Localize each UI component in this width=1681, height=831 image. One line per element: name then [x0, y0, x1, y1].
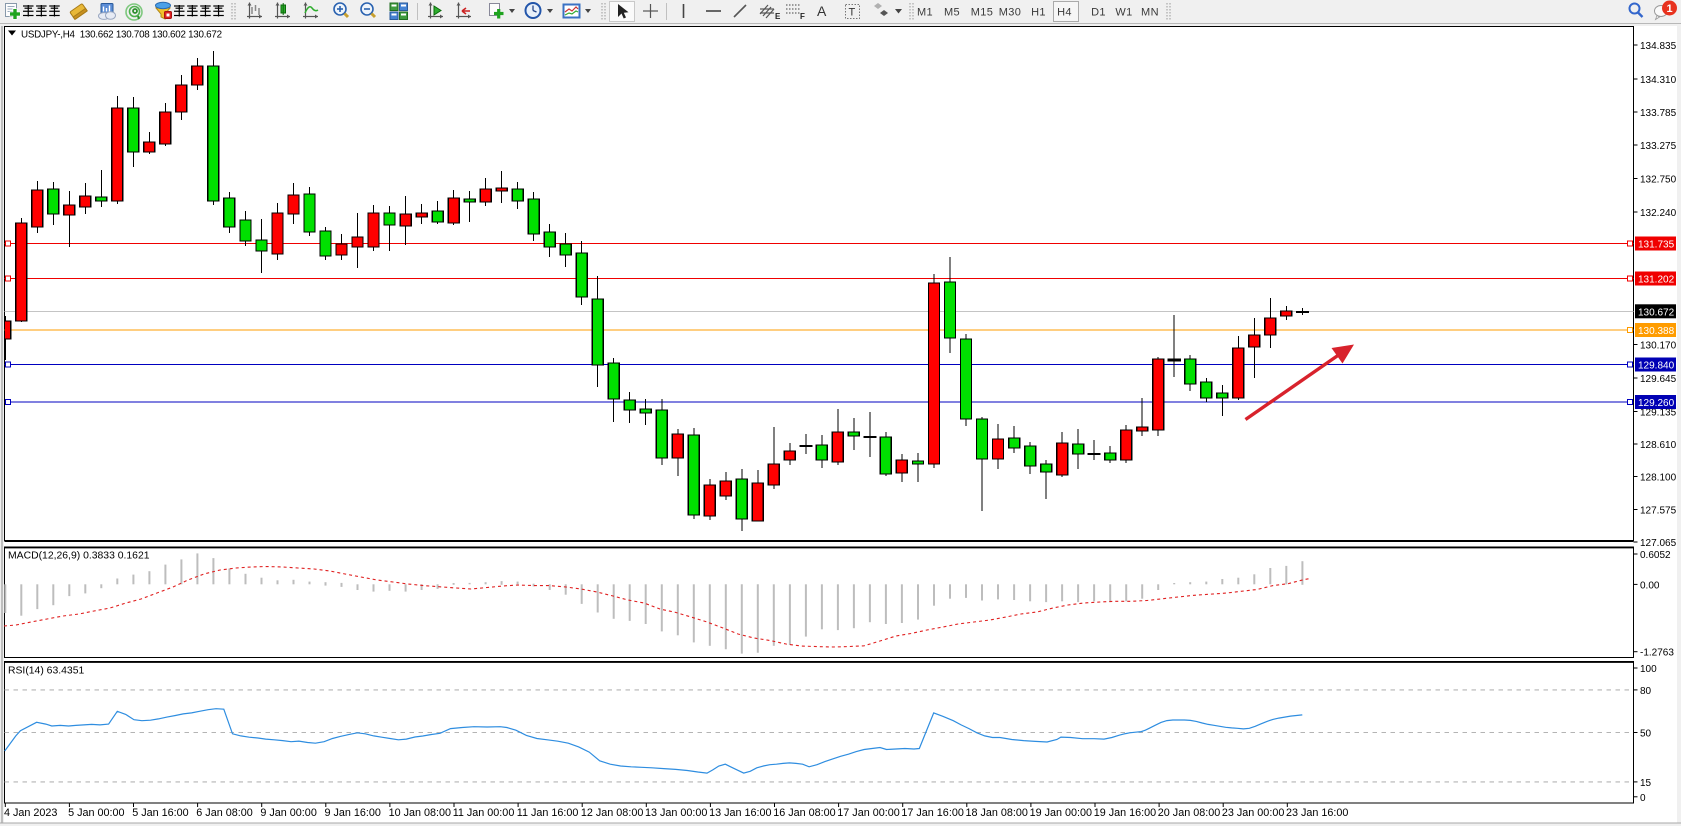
svg-text:10 Jan 08:00: 10 Jan 08:00	[389, 807, 451, 819]
svg-text:MN: MN	[1141, 7, 1159, 19]
svg-text:128.100: 128.100	[1640, 473, 1677, 484]
svg-text:1: 1	[1666, 3, 1672, 15]
svg-text:M30: M30	[999, 7, 1022, 19]
svg-text:134.310: 134.310	[1640, 75, 1677, 86]
svg-text:9 Jan 00:00: 9 Jan 00:00	[260, 807, 316, 819]
svg-text:13 Jan 16:00: 13 Jan 16:00	[709, 807, 771, 819]
svg-text:131.202: 131.202	[1638, 275, 1675, 286]
svg-text:19 Jan 16:00: 19 Jan 16:00	[1094, 807, 1156, 819]
svg-text:133.275: 133.275	[1640, 141, 1677, 152]
svg-text:W1: W1	[1115, 7, 1132, 19]
svg-text:133.785: 133.785	[1640, 108, 1677, 119]
svg-text:USDJPY-,H4 130.662 130.708 13: USDJPY-,H4 130.662 130.708 130.602 130.6…	[21, 30, 222, 41]
svg-text:19 Jan 00:00: 19 Jan 00:00	[1030, 807, 1092, 819]
svg-text:M5: M5	[944, 7, 960, 19]
svg-text:100: 100	[1640, 664, 1657, 675]
svg-text:11 Jan 16:00: 11 Jan 16:00	[517, 807, 579, 819]
svg-text:0.00: 0.00	[1640, 580, 1660, 591]
svg-text:0: 0	[1640, 793, 1646, 804]
svg-text:H4: H4	[1057, 7, 1072, 19]
svg-text:0.6052: 0.6052	[1640, 550, 1671, 561]
svg-text:130.388: 130.388	[1638, 326, 1675, 337]
svg-text:129.840: 129.840	[1638, 361, 1675, 372]
svg-text:23 Jan 16:00: 23 Jan 16:00	[1286, 807, 1348, 819]
svg-text:131.735: 131.735	[1638, 240, 1675, 251]
svg-text:132.240: 132.240	[1640, 208, 1677, 219]
svg-text:12 Jan 08:00: 12 Jan 08:00	[581, 807, 643, 819]
svg-text:129.260: 129.260	[1638, 398, 1675, 409]
svg-text:15: 15	[1640, 778, 1652, 789]
svg-text:132.750: 132.750	[1640, 175, 1677, 186]
svg-text:130.672: 130.672	[1638, 307, 1675, 318]
svg-text:13 Jan 00:00: 13 Jan 00:00	[645, 807, 707, 819]
svg-text:T: T	[849, 7, 856, 19]
svg-text:RSI(14) 63.4351: RSI(14) 63.4351	[8, 666, 84, 677]
svg-text:80: 80	[1640, 686, 1652, 697]
svg-text:H1: H1	[1031, 7, 1046, 19]
svg-text:M15: M15	[971, 7, 994, 19]
svg-text:129.135: 129.135	[1640, 408, 1677, 419]
svg-text:16 Jan 08:00: 16 Jan 08:00	[773, 807, 835, 819]
svg-text:11 Jan 00:00: 11 Jan 00:00	[453, 807, 515, 819]
svg-text:A: A	[817, 3, 827, 19]
svg-text:-1.2763: -1.2763	[1640, 648, 1674, 659]
svg-text:129.645: 129.645	[1640, 374, 1677, 385]
svg-text:128.610: 128.610	[1640, 440, 1677, 451]
svg-text:F: F	[800, 12, 805, 21]
svg-text:23 Jan 00:00: 23 Jan 00:00	[1222, 807, 1284, 819]
svg-text:134.835: 134.835	[1640, 41, 1677, 52]
svg-text:127.575: 127.575	[1640, 506, 1677, 517]
svg-text:127.065: 127.065	[1640, 538, 1677, 549]
svg-text:5 Jan 00:00: 5 Jan 00:00	[68, 807, 124, 819]
svg-text:6 Jan 08:00: 6 Jan 08:00	[196, 807, 252, 819]
svg-text:17 Jan 16:00: 17 Jan 16:00	[901, 807, 963, 819]
svg-text:50: 50	[1640, 729, 1652, 740]
svg-text:M1: M1	[917, 7, 933, 19]
svg-text:18 Jan 08:00: 18 Jan 08:00	[966, 807, 1028, 819]
svg-text:9 Jan 16:00: 9 Jan 16:00	[325, 807, 381, 819]
svg-text:E: E	[775, 12, 781, 21]
svg-text:MACD(12,26,9) 0.3833 0.1621: MACD(12,26,9) 0.3833 0.1621	[8, 551, 150, 562]
svg-text:130.170: 130.170	[1640, 341, 1677, 352]
svg-text:D1: D1	[1091, 7, 1106, 19]
svg-text:4 Jan 2023: 4 Jan 2023	[4, 807, 57, 819]
svg-text:17 Jan 00:00: 17 Jan 00:00	[837, 807, 899, 819]
svg-text:20 Jan 08:00: 20 Jan 08:00	[1158, 807, 1220, 819]
svg-text:5 Jan 16:00: 5 Jan 16:00	[132, 807, 188, 819]
